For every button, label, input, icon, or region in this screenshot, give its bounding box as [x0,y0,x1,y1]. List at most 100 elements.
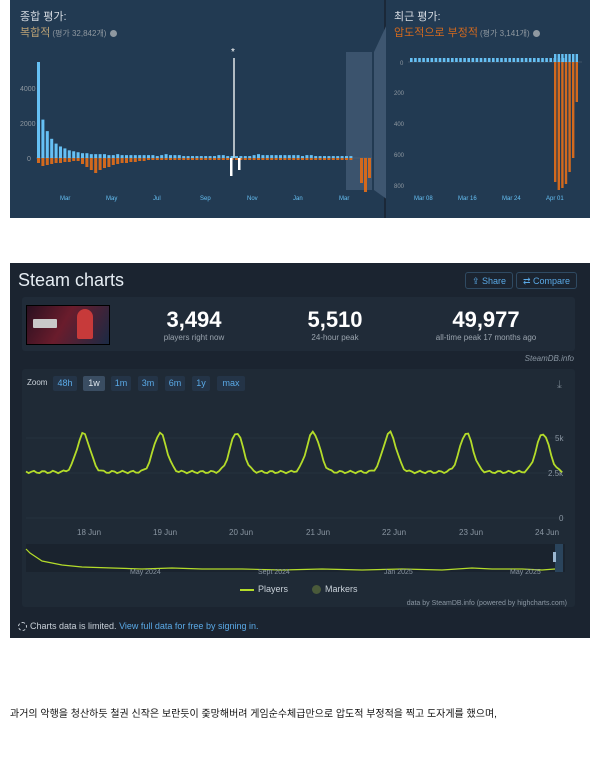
x-tick-label: Sep [200,196,211,202]
negative-review-bar [257,158,260,160]
help-circle-icon[interactable] [532,29,540,37]
negative-review-bar [50,158,54,164]
negative-review-bar [67,158,71,162]
legend-markers[interactable]: Markers [312,584,358,595]
negative-review-bar [85,158,89,167]
positive-review-bar [107,155,111,158]
positive-review-bar [76,152,80,158]
compare-button[interactable]: ⇄ Compare [516,272,578,289]
y-tick-label: 0 [27,156,31,163]
positive-review-bar [467,58,470,62]
help-circle-icon[interactable] [109,29,117,37]
chart-credit[interactable]: data by SteamDB.info (powered by highcha… [406,600,567,607]
share-label: Share [482,276,507,286]
navigator-tick-label: Jan 2025 [384,569,413,576]
positive-review-bar [173,155,177,158]
compare-label: Compare [533,276,571,286]
zoom-max-button[interactable]: max [217,376,245,391]
recent-review-count: (평가 3,141개) [480,29,530,38]
positive-review-bar [120,155,124,158]
all-time-peak-label: all-time peak 17 months ago [435,333,537,342]
negative-review-bar [59,158,62,163]
share-button[interactable]: ⇪ Share [465,272,514,289]
y-tick-label: 4000 [20,86,36,93]
positive-review-bar [208,156,212,158]
positive-review-bar [410,58,413,62]
positive-review-bar [243,156,247,158]
positive-review-bar [564,54,568,62]
zoom-1m-button[interactable]: 1m [111,376,131,391]
zoom-48h-button[interactable]: 48h [53,376,77,391]
zoom-6m-button[interactable]: 6m [165,376,185,391]
negative-review-bar [63,158,67,162]
positive-review-bar [204,156,208,158]
positive-review-bar [446,58,450,62]
negative-review-bar [72,158,76,161]
positive-review-bar [169,155,172,158]
players-legend-swatch [240,588,254,591]
positive-review-bar [45,131,49,158]
negative-review-bar [155,158,159,160]
negative-review-bar [173,158,177,160]
positive-review-bar [252,155,256,158]
positive-review-bar [287,155,291,158]
positive-review-bar [414,58,417,62]
negative-review-bar [568,62,571,172]
positive-review-bar [296,155,300,158]
navigator-tick-label: May 2024 [130,569,161,576]
download-icon[interactable]: ⤓ [557,379,562,391]
legend-players[interactable]: Players [240,584,288,594]
negative-review-bar [561,62,564,188]
negative-review-bar [327,158,331,160]
x-tick-label: Mar [60,196,70,202]
positive-review-bar [479,58,483,62]
positive-review-bar [426,58,429,62]
y-tick-label: 2000 [20,121,36,128]
character-figure [77,309,93,339]
negative-review-bar [345,158,348,160]
zoom-3m-button[interactable]: 3m [138,376,158,391]
positive-review-bar [309,155,313,158]
negative-review-bar [169,158,172,160]
negative-review-bar [323,158,326,160]
histogram-recent-highlight [346,52,372,190]
positive-review-bar [221,155,225,158]
positive-review-bar [568,54,571,62]
positive-review-bar [63,148,67,158]
positive-review-bar [81,153,84,158]
signin-link[interactable]: View full data for free by signing in. [119,621,259,631]
recent-reviews-verdict: 압도적으로 부정적 (평가 3,141개) [394,24,540,40]
peak-24h-value: 5,510 [307,307,363,332]
positive-review-bar [116,154,120,158]
game-thumbnail[interactable] [26,305,110,345]
positive-review-bar [483,58,487,62]
y-tick-label: 200 [394,91,405,97]
positive-review-bar [292,155,296,158]
info-circle-icon [18,622,27,632]
overall-verdict-text: 복합적 [20,27,51,39]
positive-review-bar [138,155,142,158]
negative-review-bar [270,158,274,160]
positive-review-bar [451,58,454,62]
negative-review-bar [340,158,344,160]
positive-review-bar [438,58,442,62]
positive-review-bar [549,58,552,62]
y-tick-label: 0 [559,514,564,523]
negative-review-bar [103,158,106,168]
positive-review-bar [103,154,106,158]
overall-reviews-verdict: 복합적 (평가 32,842개) [20,24,117,40]
all-time-peak-value: 49,977 [452,307,520,332]
negative-review-bar [133,158,137,162]
navigator-selection [555,544,563,572]
zoom-1y-button[interactable]: 1y [192,376,210,391]
negative-review-bar [182,158,186,160]
positive-review-bar [37,62,40,158]
overall-review-count: (평가 32,842개) [52,29,107,38]
positive-review-bar [314,156,318,158]
zoom-1w-button[interactable]: 1w [83,376,105,391]
positive-review-bar [213,156,216,158]
negative-review-bar [217,158,221,160]
positive-review-bar [345,156,348,158]
limited-text: Charts data is limited. [30,621,117,631]
negative-review-bar [186,158,190,160]
